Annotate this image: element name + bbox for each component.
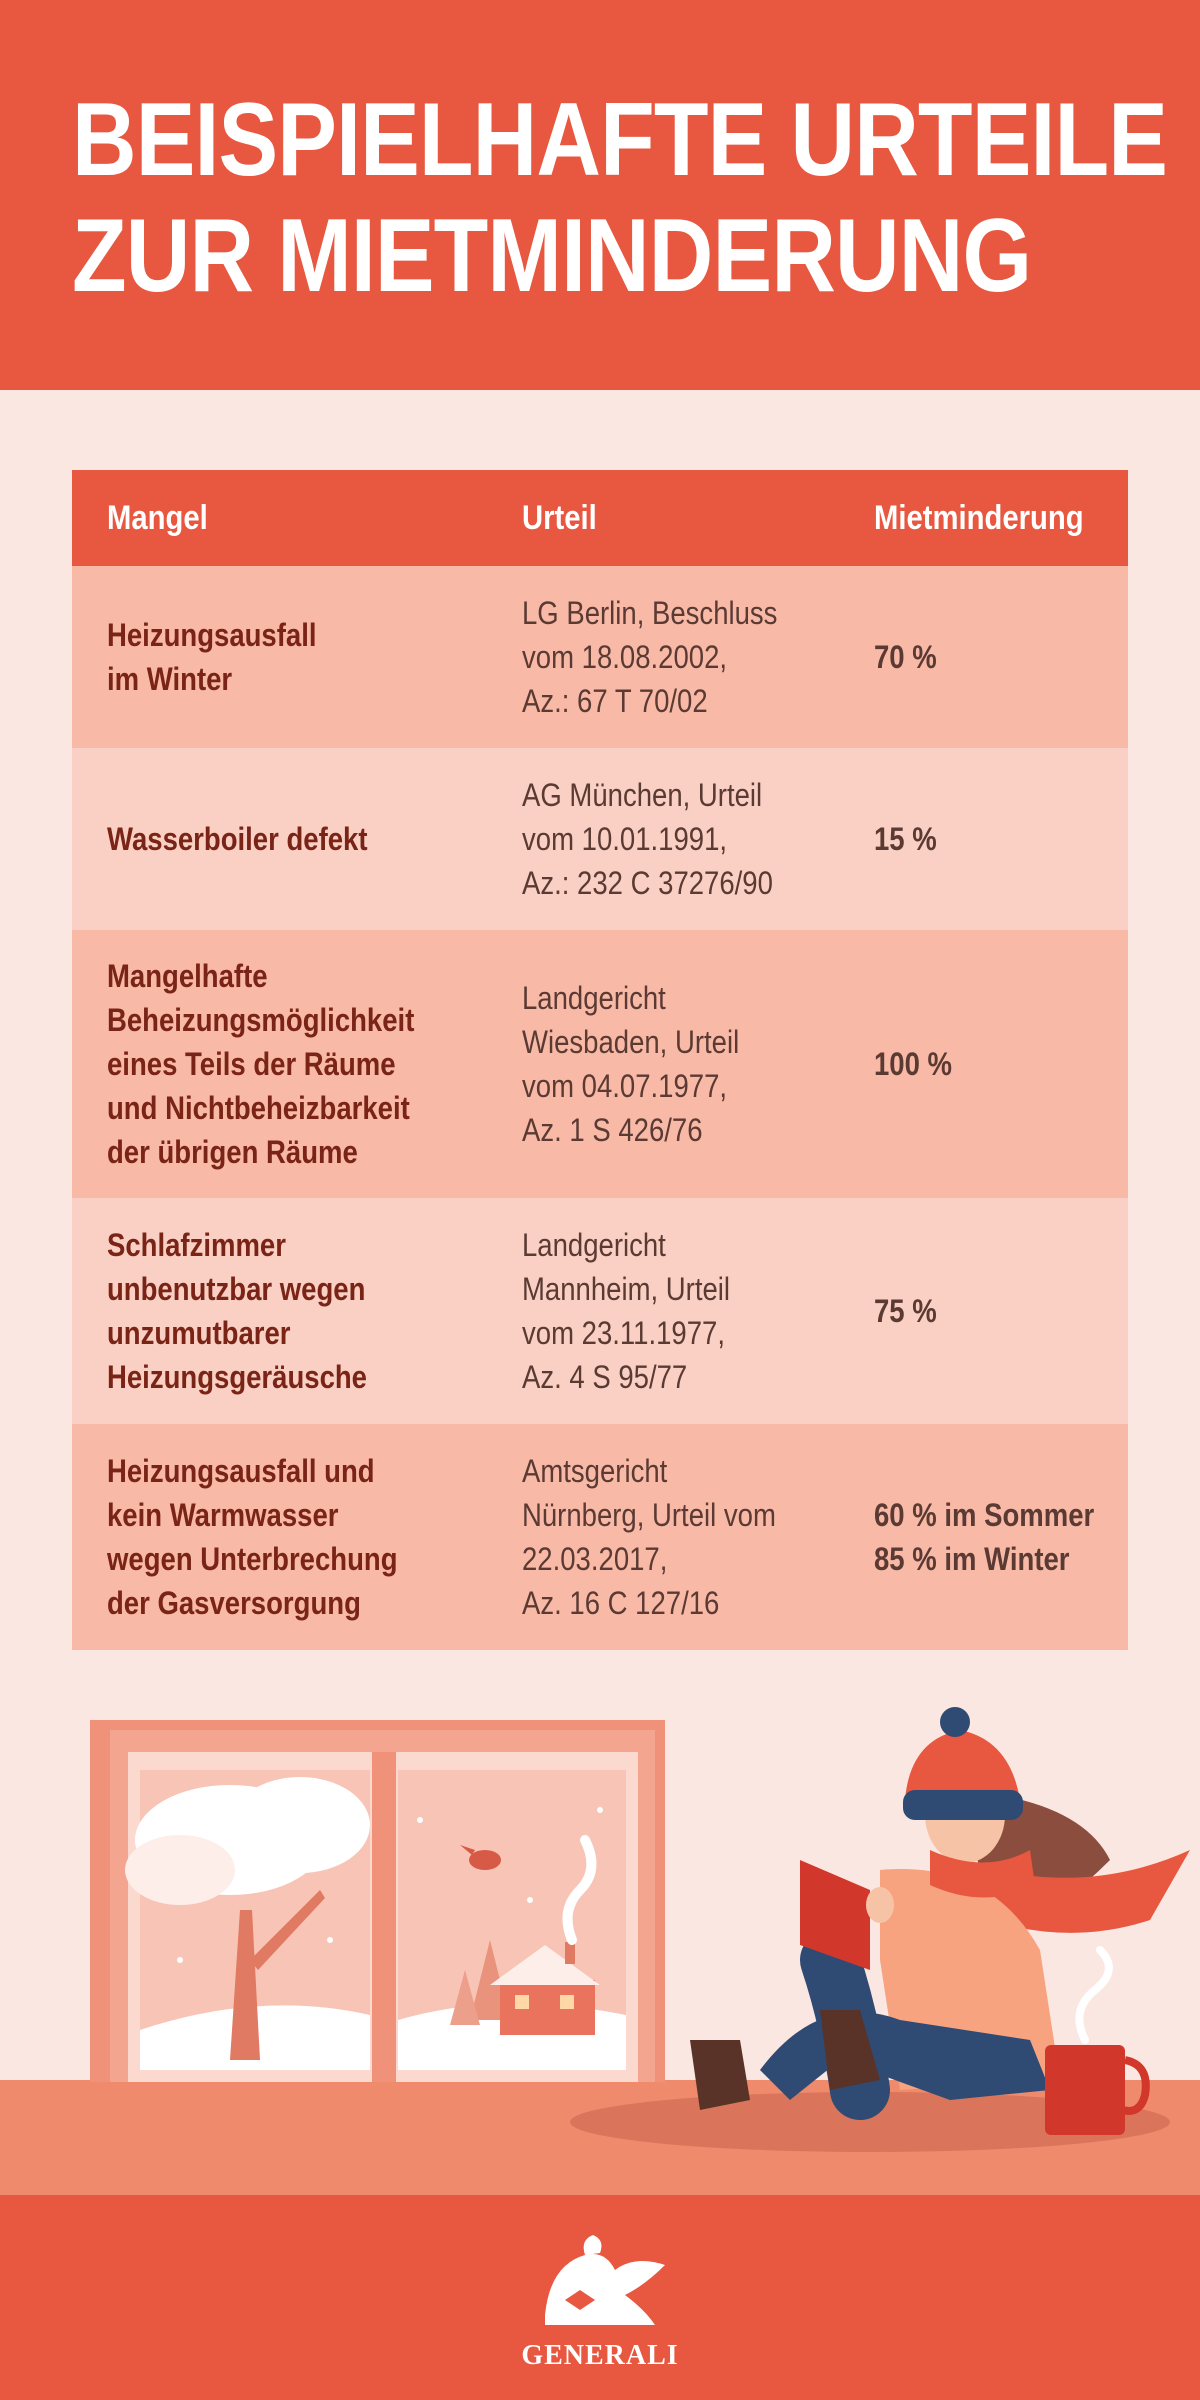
table-row: Mangelhafte Beheizungsmöglichkeit eines … — [72, 930, 1128, 1198]
window-icon — [90, 1720, 665, 2082]
minderung-value: 15 % — [874, 821, 937, 857]
minderung-cell: 15 % — [874, 748, 1200, 930]
table-header: Mangel Urteil Mietminderung — [72, 470, 1128, 566]
mangel-line: Mangelhafte — [107, 958, 268, 994]
urteil-line: Mannheim, Urteil — [522, 1271, 730, 1307]
mangel-line: und Nichtbeheizbarkeit — [107, 1090, 410, 1126]
urteil-line: vom 23.11.1977, — [522, 1315, 725, 1351]
mangel-line: Heizungsausfall und — [107, 1453, 375, 1489]
minderung-cell: 75 % — [874, 1198, 1200, 1424]
mangel-line: wegen Unterbrechung — [107, 1541, 398, 1577]
table-row: Heizungsausfall im Winter LG Berlin, Bes… — [72, 566, 1128, 748]
table-row: Heizungsausfall und kein Warmwasser wege… — [72, 1424, 1128, 1650]
mangel-line: Heizungsgeräusche — [107, 1359, 367, 1395]
mangel-cell: Mangelhafte Beheizungsmöglichkeit eines … — [107, 930, 547, 1198]
urteil-line: Wiesbaden, Urteil — [522, 1024, 740, 1060]
column-header-urteil: Urteil — [522, 499, 597, 537]
title-line-1: BEISPIELHAFTE URTEILE — [72, 82, 1168, 198]
urteil-line: vom 18.08.2002, — [522, 639, 728, 675]
reading-woman-icon — [570, 1707, 1190, 2152]
urteil-line: AG München, Urteil — [522, 777, 763, 813]
urteil-line: Az. 16 C 127/16 — [522, 1585, 720, 1621]
urteil-line: Az.: 67 T 70/02 — [522, 683, 708, 719]
urteil-line: Nürnberg, Urteil vom — [522, 1497, 776, 1533]
urteil-line: Landgericht — [522, 1227, 666, 1263]
title-line-2: ZUR MIETMINDERUNG — [72, 198, 1032, 314]
bird-icon — [460, 1845, 501, 1870]
minderung-value: 60 % im Sommer — [874, 1497, 1095, 1533]
urteil-line: Amtsgericht — [522, 1453, 668, 1489]
mangel-line: unzumutbarer — [107, 1315, 291, 1351]
urteil-cell: Landgericht Mannheim, Urteil vom 23.11.1… — [522, 1198, 902, 1424]
mangel-line: kein Warmwasser — [107, 1497, 339, 1533]
minderung-cell: 60 % im Sommer 85 % im Winter — [874, 1424, 1200, 1650]
footer-banner — [0, 2195, 1200, 2400]
mangel-line: Schlafzimmer — [107, 1227, 286, 1263]
mangel-line: unbenutzbar wegen — [107, 1271, 366, 1307]
urteil-line: 22.03.2017, — [522, 1541, 668, 1577]
mangel-line: der Gasversorgung — [107, 1585, 361, 1621]
house-icon — [490, 1942, 600, 2035]
urteil-cell: LG Berlin, Beschluss vom 18.08.2002, Az.… — [522, 566, 902, 748]
minderung-cell: 100 % — [874, 930, 1200, 1198]
urteil-line: vom 10.01.1991, — [522, 821, 728, 857]
urteil-cell: AG München, Urteil vom 10.01.1991, Az.: … — [522, 748, 902, 930]
urteil-cell: Amtsgericht Nürnberg, Urteil vom 22.03.2… — [522, 1424, 902, 1650]
urteil-line: Landgericht — [522, 980, 666, 1016]
mangel-line: Wasserboiler defekt — [107, 821, 368, 857]
table-row: Schlafzimmer unbenutzbar wegen unzumutba… — [72, 1198, 1128, 1424]
mangel-line: Beheizungsmöglichkeit — [107, 1002, 415, 1038]
mangel-line: im Winter — [107, 661, 233, 697]
urteil-line: LG Berlin, Beschluss — [522, 595, 778, 631]
minderung-value: 70 % — [874, 639, 937, 675]
mangel-line: Heizungsausfall — [107, 617, 317, 653]
urteil-cell: Landgericht Wiesbaden, Urteil vom 04.07.… — [522, 930, 902, 1198]
mangel-cell: Wasserboiler defekt — [107, 748, 547, 930]
minderung-value: 100 % — [874, 1046, 953, 1082]
minderung-value: 75 % — [874, 1293, 937, 1329]
winter-reading-illustration — [0, 1707, 1200, 2200]
column-header-mietminderung: Mietminderung — [874, 499, 1084, 537]
urteil-line: Az. 4 S 95/77 — [522, 1359, 688, 1395]
urteil-line: Az.: 232 C 37276/90 — [522, 865, 773, 901]
brand-name: GENERALI — [521, 2340, 679, 2371]
judgments-table: Mangel Urteil Mietminderung Heizungsausf… — [72, 470, 1128, 1650]
minderung-value: 85 % im Winter — [874, 1541, 1070, 1577]
urteil-line: Az. 1 S 426/76 — [522, 1112, 703, 1148]
header-banner: BEISPIELHAFTE URTEILE ZUR MIETMINDERUNG — [0, 0, 1200, 390]
mug-icon — [1045, 1946, 1150, 2135]
mangel-cell: Heizungsausfall und kein Warmwasser wege… — [107, 1424, 547, 1650]
column-header-mangel: Mangel — [107, 499, 208, 537]
mangel-line: der übrigen Räume — [107, 1134, 358, 1170]
mangel-line: eines Teils der Räume — [107, 1046, 396, 1082]
table-row: Wasserboiler defekt AG München, Urteil v… — [72, 748, 1128, 930]
page-title: BEISPIELHAFTE URTEILE ZUR MIETMINDERUNG — [72, 82, 1168, 314]
urteil-line: vom 04.07.1977, — [522, 1068, 728, 1104]
generali-lion-icon — [545, 2235, 665, 2325]
mangel-cell: Schlafzimmer unbenutzbar wegen unzumutba… — [107, 1198, 547, 1424]
mangel-cell: Heizungsausfall im Winter — [107, 566, 547, 748]
minderung-cell: 70 % — [874, 566, 1200, 748]
